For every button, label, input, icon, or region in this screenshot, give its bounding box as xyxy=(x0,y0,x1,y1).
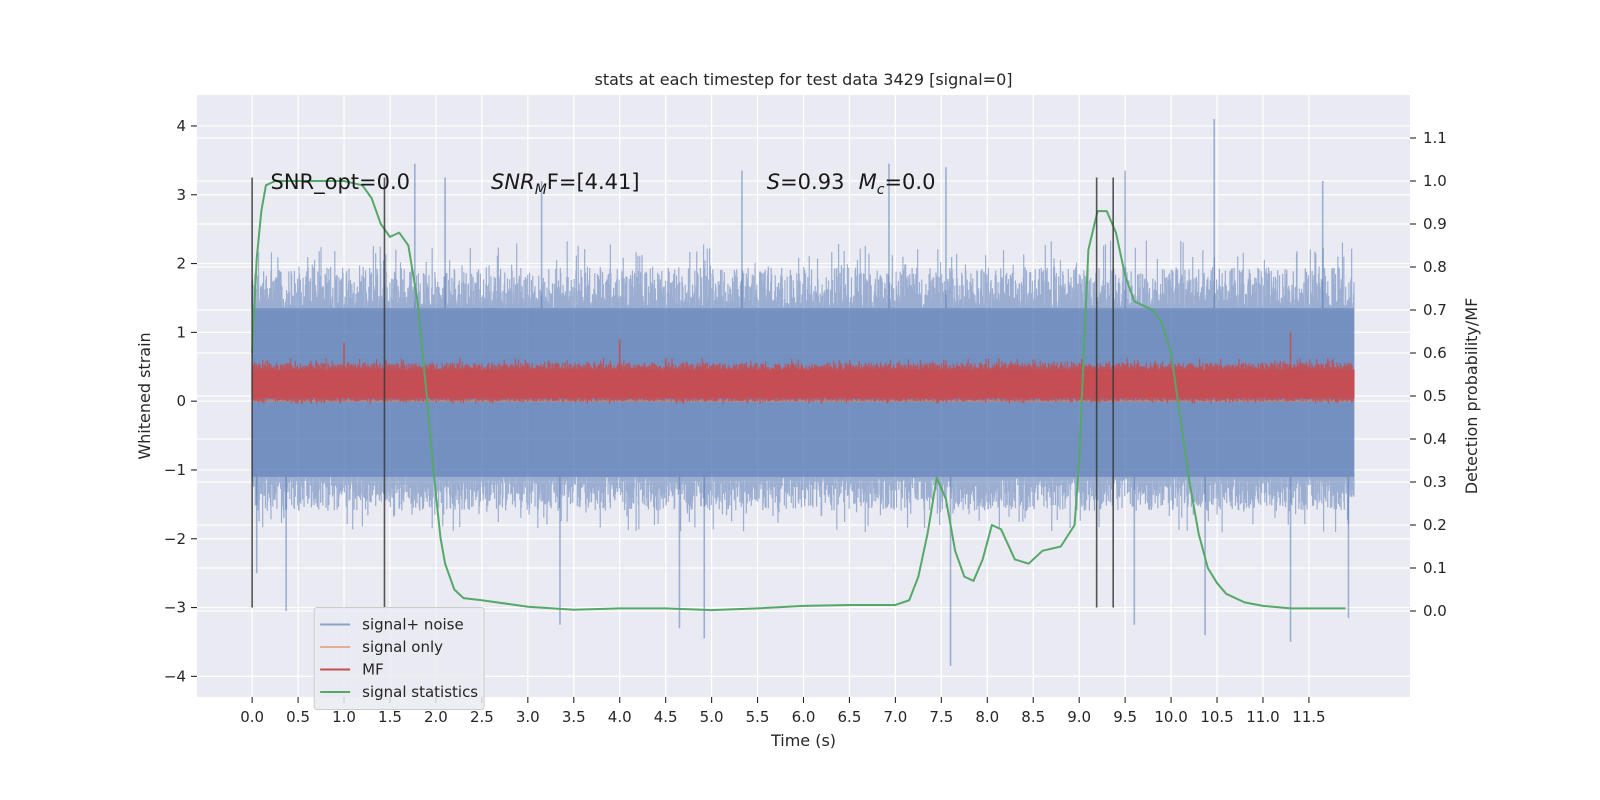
x-tick-label: 0.5 xyxy=(286,708,310,726)
chart-title: stats at each timestep for test data 342… xyxy=(594,70,1012,89)
y-left-tick-label: 4 xyxy=(176,117,186,135)
x-tick-label: 3.0 xyxy=(516,708,540,726)
annotation-3: Mc=0.0 xyxy=(859,170,936,198)
x-tick-label: 1.5 xyxy=(378,708,402,726)
y-left-axis-ticks: −4 −3 −2 −1 0 1 2 3 4 xyxy=(164,117,197,685)
annotations: SNR_opt=0.0 SNRMF=[4.41] S=0.93 Mc=0.0 xyxy=(271,170,936,198)
vertical-markers xyxy=(251,177,1114,608)
x-axis-ticks: 0.0 0.5 1.0 1.5 2.0 2.5 3.0 3.5 4.0 4.5 5.0 5.5 6.0 6… xyxy=(240,697,1326,726)
series-layer xyxy=(251,119,1355,667)
y-right-tick-label: 0.4 xyxy=(1423,430,1447,448)
y-left-tick-label: −2 xyxy=(164,530,186,548)
x-tick-label: 8.5 xyxy=(1021,708,1045,726)
plot-area: SNR_opt=0.0 SNRMF=[4.41] S=0.93 Mc=0.0 xyxy=(197,95,1410,697)
y-left-tick-label: −1 xyxy=(164,461,186,479)
y-left-tick-label: 1 xyxy=(176,323,186,341)
x-tick-label: 5.0 xyxy=(700,708,724,726)
legend-item: signal statistics xyxy=(320,683,478,701)
legend: signal+ noise signal only MF signal statist… xyxy=(313,607,485,711)
legend-label: signal statistics xyxy=(362,683,478,701)
y-right-tick-label: 0.1 xyxy=(1423,559,1447,577)
y-right-tick-label: 1.0 xyxy=(1423,172,1447,190)
annotation-1: SNRMF=[4.41] xyxy=(491,170,640,198)
y-left-tick-label: 0 xyxy=(176,392,186,410)
series-signal-statistics xyxy=(251,180,1346,612)
x-tick-label: 10.5 xyxy=(1200,708,1233,726)
x-axis-label: Time (s) xyxy=(770,731,836,750)
y-right-tick-label: 0.6 xyxy=(1423,344,1447,362)
x-tick-label: 6.5 xyxy=(838,708,862,726)
legend-item: MF xyxy=(320,661,384,679)
legend-item: signal only xyxy=(320,638,443,656)
x-tick-label: 1.0 xyxy=(332,708,356,726)
x-tick-label: 6.0 xyxy=(792,708,816,726)
x-tick-label: 3.5 xyxy=(562,708,586,726)
y-left-tick-label: 3 xyxy=(176,186,186,204)
x-tick-label: 11.5 xyxy=(1292,708,1325,726)
x-tick-label: 9.0 xyxy=(1067,708,1091,726)
y-right-tick-label: 0.3 xyxy=(1423,473,1447,491)
annotation-2: S=0.93 xyxy=(767,170,845,194)
y-right-tick-label: 0.9 xyxy=(1423,215,1447,233)
y-left-tick-label: 2 xyxy=(176,255,186,273)
y-right-axis-label: Detection probability/MF xyxy=(1462,298,1481,495)
y-right-tick-label: 1.1 xyxy=(1423,129,1447,147)
annotation-0: SNR_opt=0.0 xyxy=(271,170,411,195)
legend-label: MF xyxy=(362,661,384,679)
y-left-axis-label: Whitened strain xyxy=(135,332,154,459)
legend-label: signal only xyxy=(362,638,443,656)
x-tick-label: 7.0 xyxy=(883,708,907,726)
x-tick-label: 5.5 xyxy=(746,708,770,726)
x-tick-label: 2.5 xyxy=(470,708,494,726)
x-tick-label: 2.0 xyxy=(424,708,448,726)
x-tick-label: 9.5 xyxy=(1113,708,1137,726)
x-tick-label: 10.0 xyxy=(1154,708,1187,726)
legend-item: signal+ noise xyxy=(320,616,464,634)
x-tick-label: 7.5 xyxy=(929,708,953,726)
series-mf xyxy=(251,332,1355,404)
x-tick-label: 8.0 xyxy=(975,708,999,726)
legend-label: signal+ noise xyxy=(362,616,464,634)
y-right-axis-ticks: 0.0 0.1 0.2 0.3 0.4 0.5 0.6 0.7 0.8 0.9 1.0 1.1 xyxy=(1410,129,1447,620)
y-right-tick-label: 0.7 xyxy=(1423,301,1447,319)
y-left-tick-label: −3 xyxy=(164,599,186,617)
x-tick-label: 11.0 xyxy=(1246,708,1279,726)
y-right-tick-label: 0.8 xyxy=(1423,258,1447,276)
y-left-tick-label: −4 xyxy=(164,667,186,685)
y-right-tick-label: 0.5 xyxy=(1423,387,1447,405)
x-tick-label: 4.5 xyxy=(654,708,678,726)
x-tick-label: 0.0 xyxy=(240,708,264,726)
x-tick-label: 4.0 xyxy=(608,708,632,726)
legend-box xyxy=(313,607,485,711)
y-right-tick-label: 0.0 xyxy=(1423,602,1447,620)
y-right-tick-label: 0.2 xyxy=(1423,516,1447,534)
